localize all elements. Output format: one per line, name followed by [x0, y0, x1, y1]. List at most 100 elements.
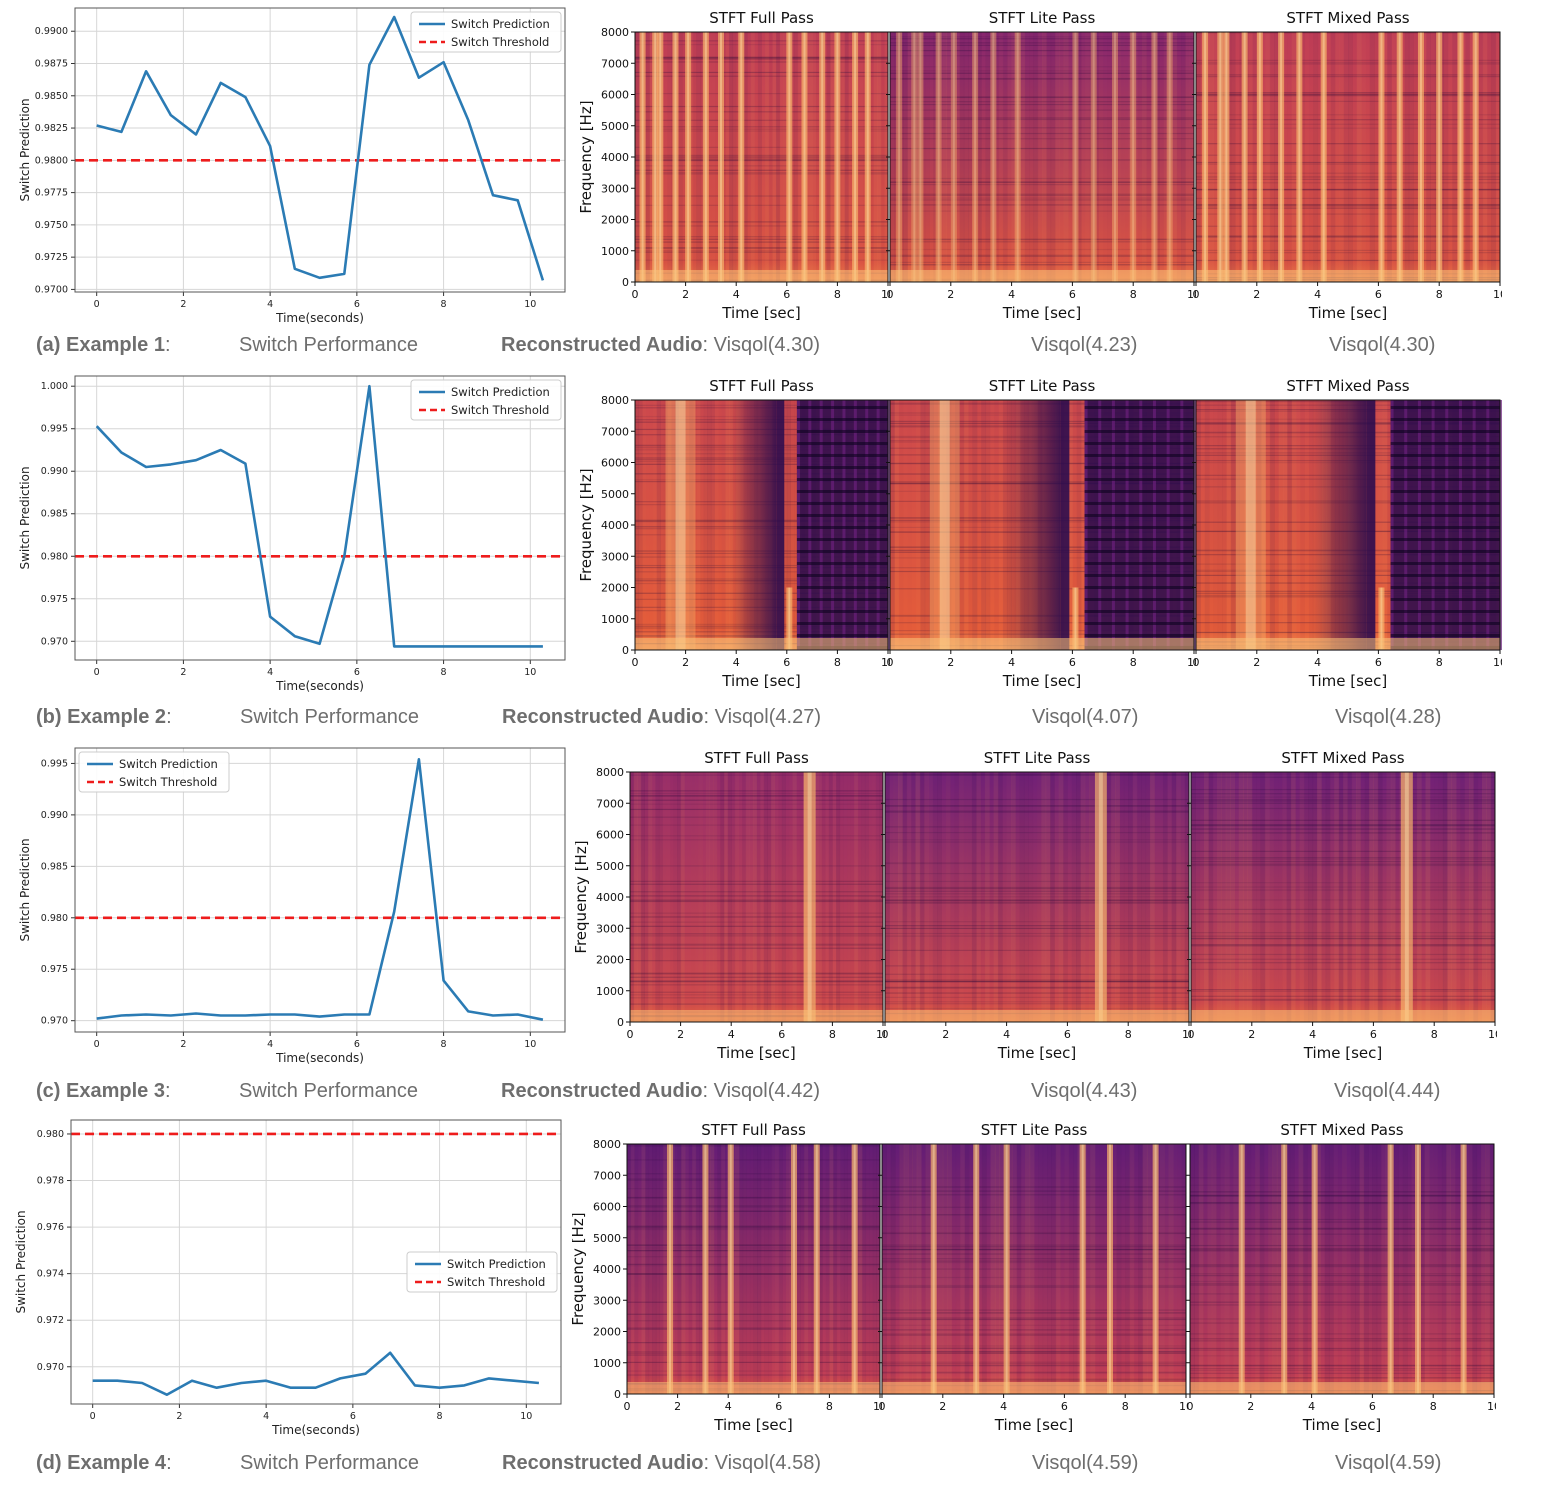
spectrogram-texture: [1191, 839, 1495, 841]
spectrogram-texture: [836, 772, 841, 1022]
spectrogram-texture: [1390, 574, 1500, 577]
spectrogram-mixed-pass: STFT Mixed Pass 0 2 4 6 8 10 Time [sec]: [1192, 377, 1502, 690]
spectrogram-texture: [1191, 858, 1495, 860]
x-tick-label: 10: [524, 1039, 536, 1050]
x-tick-label: 0: [1188, 1028, 1195, 1041]
spectrogram-texture: [1421, 32, 1427, 282]
spectrogram-texture: [1068, 32, 1073, 282]
spectrogram-texture: [1016, 1144, 1022, 1394]
spectrogram-texture: [885, 890, 1189, 892]
spectrogram-texture: [630, 774, 883, 776]
spectrogram-texture: [1196, 204, 1500, 206]
spectrogram-texture: [1028, 32, 1034, 282]
spectrogram-low-band: [890, 270, 1194, 282]
spectrogram-bright-core: [1438, 32, 1441, 282]
spectrogram-texture: [890, 72, 1194, 74]
spectrogram-texture: [717, 1144, 722, 1394]
spectrogram-texture: [1490, 772, 1496, 1022]
y-tick-label: 0.9725: [35, 252, 68, 263]
spectrogram-texture: [997, 772, 1003, 1022]
spectrogram-texture: [1213, 32, 1219, 282]
x-tick-label: 2: [1253, 656, 1260, 669]
spectrogram-bright-band: [786, 32, 793, 282]
spectrogram-bright-band: [819, 32, 826, 282]
spectrogram-texture: [635, 71, 888, 74]
spectrogram-texture: [1390, 634, 1500, 637]
spectrogram-texture: [627, 1159, 880, 1161]
spectrogram-texture: [1404, 400, 1408, 650]
spectrogram-texture: [882, 1214, 1186, 1216]
caption-recon-label: Reconstructed Audio: [502, 706, 704, 728]
spectrogram-texture: [882, 1334, 1186, 1336]
spectrogram-texture: [811, 1144, 816, 1394]
y-tick-label: 0.9850: [35, 91, 68, 102]
spectrogram-texture: [885, 1007, 1189, 1010]
spectrogram-bright-core: [669, 1144, 672, 1394]
spectrogram-texture: [796, 442, 888, 445]
spectrogram-texture: [638, 1144, 642, 1394]
spectrogram-texture: [1015, 32, 1021, 282]
spectrogram-texture: [1154, 32, 1160, 282]
spectrogram-texture: [627, 1178, 880, 1180]
spectrogram-bright-band: [672, 32, 679, 282]
spectrogram-texture: [1196, 114, 1500, 116]
spectrogram-texture: [1333, 1144, 1338, 1394]
spectrogram-texture: [885, 899, 1189, 901]
spectrogram-texture: [1460, 772, 1466, 1022]
spectrogram-texture: [1350, 1144, 1356, 1394]
spectrogram-texture: [1081, 400, 1086, 650]
spectrogram-bright-band: [990, 32, 997, 282]
spectrogram-texture: [796, 598, 888, 601]
spectrogram-texture: [1159, 1144, 1165, 1394]
spectrogram-texture: [882, 1317, 1186, 1319]
spectrogram-fade: [1311, 400, 1367, 650]
spectrogram-texture: [882, 1378, 1186, 1380]
spectrogram-full-pass: STFT Full Pass 0 2 4 6 8 10 Time [sec] 0 1000 2000…: [580, 9, 890, 322]
spectrogram-texture: [1218, 400, 1223, 650]
spectrogram-texture: [640, 772, 645, 1022]
spectrogram-title: STFT Mixed Pass: [1280, 1121, 1403, 1139]
spectrogram-texture: [1291, 32, 1297, 282]
spectrogram-texture: [630, 976, 883, 978]
spectrogram-texture: [1115, 772, 1121, 1022]
spectrogram-texture: [630, 972, 883, 974]
x-tick-label: 0: [94, 299, 100, 310]
example-row-1: 0 2 4 6 8 10 0.9700 0.9725 0.9750 0.9775 0.9800 0.9…: [0, 0, 1559, 372]
spectrogram-texture: [1146, 32, 1151, 282]
spectrogram-texture: [627, 1265, 880, 1267]
spectrogram-texture: [1010, 772, 1016, 1022]
spectrogram-texture: [890, 254, 1194, 256]
spectrogram-texture: [630, 991, 883, 993]
spectrogram-texture: [1291, 400, 1297, 650]
legend-label-prediction: Switch Prediction: [447, 1257, 546, 1271]
spectrogram-texture: [993, 772, 999, 1022]
spectrogram-texture: [720, 772, 725, 1022]
x-tick-label: 4: [1008, 288, 1015, 301]
spectrogram-texture: [1472, 400, 1476, 650]
caption-example: (b) Example 2:: [36, 706, 172, 729]
spectrogram-texture: [1390, 490, 1500, 493]
spectrogram-texture: [960, 1144, 966, 1394]
spectrogram-texture: [1190, 1275, 1494, 1277]
spectrogram-texture: [1252, 772, 1257, 1022]
spectrogram-texture: [890, 49, 1194, 52]
spectrogram-texture: [1198, 1144, 1204, 1394]
spectrogram-texture: [1084, 610, 1194, 613]
spectrogram-texture: [929, 32, 934, 282]
spectrogram-texture: [630, 895, 883, 897]
spectrogram-texture: [749, 1144, 754, 1394]
y-tick-label: 0.9875: [35, 59, 68, 70]
spectrogram-bright-core: [1204, 32, 1207, 282]
x-tick-label: 10: [1182, 1028, 1191, 1041]
y-tick-label: 0.9775: [35, 188, 68, 199]
spectrogram-bright-core: [1380, 587, 1383, 650]
spectrogram-bright-core: [1132, 32, 1135, 282]
spectrogram-bright-band: [1217, 32, 1224, 282]
spectrogram-texture: [1368, 1144, 1373, 1394]
spectrogram-bright-band: [834, 32, 841, 282]
spectrogram-texture: [1478, 32, 1484, 282]
spectrogram-bright-band: [1278, 32, 1285, 282]
spectrogram-texture: [761, 1144, 765, 1394]
spectrogram-texture: [1372, 1144, 1378, 1394]
x-axis-label: Time [sec]: [1308, 672, 1387, 690]
